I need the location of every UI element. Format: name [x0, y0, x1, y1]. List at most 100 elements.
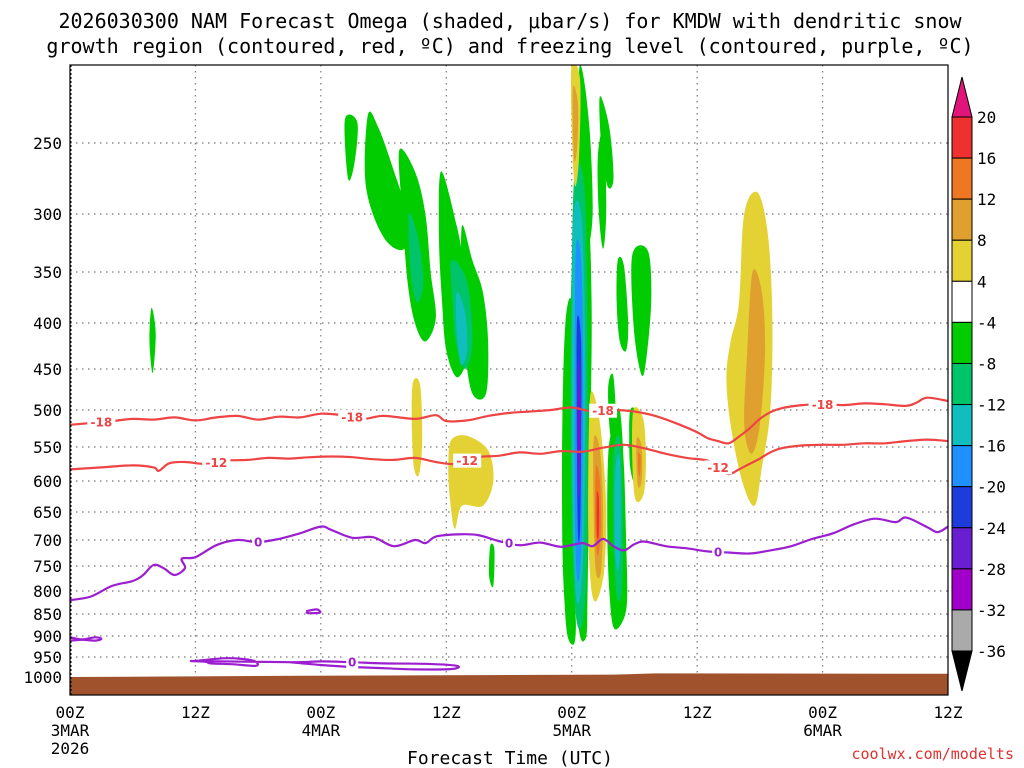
isotherm-label-bg	[712, 544, 725, 559]
x-tick-label-date: 6MAR	[803, 721, 842, 740]
chart-title-line-2: growth region (contoured, red, ºC) and f…	[46, 34, 973, 58]
y-tick-label: 950	[33, 648, 62, 667]
colorbar-swatch	[951, 280, 973, 323]
y-tick-label: 400	[33, 314, 62, 333]
y-tick-label: 900	[33, 627, 62, 646]
colorbar-swatch	[951, 609, 973, 652]
colorbar-label: -16	[977, 437, 1006, 456]
omega-region-green-14	[597, 127, 607, 249]
isotherm-label: -18	[812, 398, 834, 412]
colorbar-top-arrow	[951, 76, 973, 118]
colorbar-swatch	[951, 239, 973, 282]
colorbar-label: 12	[977, 190, 996, 209]
colorbar-label: -20	[977, 478, 1006, 497]
colorbar: 20 16 12 8 4 -4 -8 -12 -16 -20 -24 -28 -32 -36	[951, 76, 1006, 692]
colorbar-label: -12	[977, 396, 1006, 415]
omega-region-yellow-3	[448, 435, 494, 529]
colorbar-label: -36	[977, 642, 1006, 661]
x-tick-label-time: 00Z	[557, 703, 586, 722]
omega-region-red-1	[596, 490, 600, 540]
isotherm-dgz-minus18	[70, 396, 948, 445]
plot-area: -18 -18 -18 -18 -12 -12 -12 0 0 0 0	[69, 64, 949, 696]
isotherm-label-bg	[453, 453, 482, 468]
isotherm-label: -18	[341, 411, 363, 425]
y-axis: 250 300 350 400 450 500 550 600 650 700 750 800 850 9…	[23, 134, 62, 687]
y-tick-label: 550	[33, 438, 62, 457]
isotherm-label: -18	[592, 404, 614, 418]
y-tick-label: 1000	[23, 668, 62, 687]
colorbar-label: -28	[977, 560, 1006, 579]
y-tick-label: 300	[33, 205, 62, 224]
isotherm-label-bg	[808, 397, 837, 412]
omega-region-green-10	[631, 245, 652, 377]
colorbar-swatch	[951, 116, 973, 159]
colorbar-label: -24	[977, 519, 1006, 538]
isotherm-freezing-level-blob-3	[70, 636, 103, 642]
colorbar-label: -4	[977, 313, 996, 332]
x-tick-label-time: 12Z	[181, 703, 210, 722]
colorbar-swatch	[951, 321, 973, 364]
omega-region-green-2	[344, 114, 358, 181]
gridlines	[70, 65, 948, 695]
omega-region-yellow-2	[411, 378, 423, 477]
temperature-contours: -18 -18 -18 -18 -12 -12 -12 0 0 0 0	[70, 396, 948, 671]
colorbar-bottom-arrow	[951, 650, 973, 692]
colorbar-label: 4	[977, 272, 987, 291]
isotherm-label-bg	[704, 460, 733, 475]
x-tick-label-time: 12Z	[432, 703, 461, 722]
omega-region-teal-1	[408, 212, 424, 303]
x-tick-label-time: 00Z	[306, 703, 335, 722]
colorbar-swatch	[951, 404, 973, 447]
x-tick-label-year: 2026	[51, 739, 90, 758]
isotherm-label: 0	[505, 537, 513, 551]
isotherm-label-bg	[346, 655, 359, 670]
colorbar-swatch	[951, 157, 973, 200]
y-tick-label: 750	[33, 557, 62, 576]
isotherm-label: 0	[348, 656, 356, 670]
x-tick-label-date: 4MAR	[302, 721, 341, 740]
terrain	[70, 673, 948, 695]
chart-title-line-1: 2026030300 NAM Forecast Omega (shaded, μ…	[58, 9, 962, 33]
omega-region-gold-1	[572, 85, 579, 162]
omega-region-magenta-1	[578, 389, 580, 466]
omega-region-green-1	[149, 307, 156, 374]
isotherm-label-bg	[252, 535, 265, 550]
colorbar-label: 20	[977, 108, 996, 127]
colorbar-swatch	[951, 568, 973, 611]
x-tick-label-time: 00Z	[808, 703, 837, 722]
isotherm-label-bg	[202, 455, 231, 470]
isotherm-label-bg	[589, 403, 618, 418]
colorbar-swatch	[951, 198, 973, 241]
x-tick-label-date: 5MAR	[552, 721, 591, 740]
credit-text[interactable]: coolwx.com/modelts	[851, 745, 1014, 763]
y-tick-label: 700	[33, 531, 62, 550]
omega-shading	[149, 65, 773, 645]
isotherm-label-bg	[338, 410, 367, 425]
omega-region-cyan-1	[455, 291, 468, 366]
isotherm-freezing-level-low-1	[189, 657, 460, 671]
omega-region-green-3	[364, 111, 408, 251]
isotherm-label-bg	[503, 536, 515, 551]
y-tick-label: 850	[33, 605, 62, 624]
isotherm-freezing-level-blob-2	[305, 608, 322, 615]
omega-region-cyan-3	[614, 453, 621, 571]
colorbar-swatch	[951, 527, 973, 570]
omega-region-green-8	[599, 95, 614, 189]
isotherm-label: -12	[707, 461, 729, 475]
x-tick-label-date: 3MAR	[51, 721, 90, 740]
x-tick-label-time: 12Z	[934, 703, 963, 722]
y-tick-label: 350	[33, 263, 62, 282]
x-tick-label-time: 00Z	[56, 703, 85, 722]
y-tick-label: 800	[33, 582, 62, 601]
omega-region-orange-2	[637, 452, 641, 477]
isotherm-label: -12	[456, 454, 478, 468]
isotherm-label-bg	[87, 415, 116, 430]
isotherm-dgz-minus12	[70, 438, 948, 476]
omega-region-green-9	[616, 256, 629, 352]
colorbar-label: 8	[977, 231, 987, 250]
y-tick-label: 450	[33, 360, 62, 379]
omega-region-green-11	[488, 543, 495, 588]
y-tick-label: 650	[33, 503, 62, 522]
